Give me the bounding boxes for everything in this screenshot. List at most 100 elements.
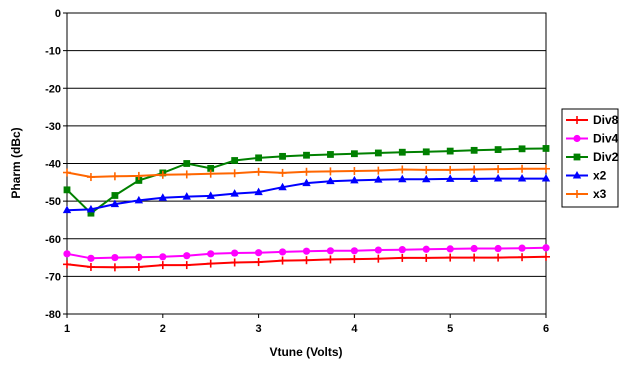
data-point [494, 146, 502, 153]
y-tick-label: -30 [45, 121, 61, 133]
data-point [398, 174, 407, 183]
data-point [541, 174, 551, 182]
data-point [494, 244, 502, 253]
data-point [302, 178, 311, 187]
data-point [87, 254, 95, 262]
data-point [182, 192, 191, 200]
data-point [374, 246, 382, 254]
data-point [207, 250, 215, 258]
data-point [206, 169, 215, 178]
data-point [518, 164, 527, 173]
series-x3 [63, 164, 550, 182]
data-point [326, 176, 335, 185]
legend-swatch-marker [573, 190, 581, 198]
data-point [542, 244, 550, 252]
legend-item-x3: x3 [566, 187, 607, 201]
data-point [86, 262, 95, 271]
data-point [86, 173, 95, 182]
data-point [135, 253, 143, 261]
data-point [350, 175, 359, 184]
data-point [63, 168, 71, 177]
data-point [302, 167, 311, 176]
data-point [542, 145, 550, 152]
data-point [470, 165, 479, 174]
data-point [469, 174, 479, 182]
data-point [63, 250, 71, 258]
data-point [159, 253, 167, 261]
legend-swatch-marker [572, 171, 582, 179]
data-point [398, 253, 407, 262]
data-point [398, 148, 406, 156]
data-point [62, 205, 72, 214]
data-point [134, 195, 144, 204]
data-point [470, 146, 478, 154]
legend-swatch-marker [573, 134, 581, 143]
data-point [111, 192, 119, 199]
data-point [254, 258, 263, 267]
y-tick-label: -50 [45, 196, 61, 208]
x-tick-label: 4 [351, 323, 358, 335]
data-point [255, 154, 262, 162]
legend: Div8 Div4 Div2 x2 x3 [561, 108, 619, 208]
data-point [350, 167, 359, 176]
legend-label: x3 [593, 187, 607, 201]
data-point [278, 168, 287, 177]
data-point [422, 245, 430, 253]
data-point [158, 193, 167, 201]
data-point [518, 244, 526, 252]
data-point [63, 186, 71, 194]
data-point [279, 152, 286, 160]
data-point [206, 191, 215, 199]
data-point [86, 204, 96, 213]
data-point [374, 149, 382, 157]
data-point [231, 249, 239, 257]
data-point [182, 170, 191, 179]
x-axis-title: Vtune (Volts) [269, 345, 342, 359]
x-axis: 1 2 3 4 5 6 [64, 314, 549, 335]
data-point [542, 252, 550, 261]
x-tick-label: 3 [256, 323, 262, 335]
data-point [518, 145, 526, 153]
y-tick-label: -40 [45, 159, 61, 171]
x-tick-label: 5 [447, 323, 453, 335]
y-tick-label: -10 [45, 46, 61, 58]
data-point [422, 148, 430, 156]
data-point [230, 258, 239, 267]
y-axis-title: Pharm (dBc) [9, 127, 23, 198]
data-point [158, 261, 167, 270]
data-point [350, 255, 359, 264]
data-point [542, 164, 550, 173]
data-point [422, 165, 431, 174]
data-point [374, 175, 383, 183]
data-point [111, 253, 119, 262]
y-tick-label: -80 [45, 309, 61, 321]
y-tick-label: 0 [55, 8, 61, 20]
x-tick-label: 6 [543, 323, 549, 335]
data-point [278, 256, 287, 265]
x-tick-label: 2 [160, 323, 166, 335]
data-point [470, 253, 479, 262]
data-point [206, 259, 215, 268]
series-div8 [63, 252, 550, 272]
data-point [494, 253, 503, 262]
y-tick-label: -60 [45, 234, 61, 246]
data-point [303, 151, 310, 159]
legend-item-div4: Div4 [566, 132, 619, 146]
data-point [207, 164, 215, 172]
data-point [422, 174, 431, 183]
data-point [398, 246, 406, 254]
legend-label: Div8 [593, 113, 619, 127]
data-point [351, 150, 358, 158]
data-point [446, 165, 455, 174]
data-point [374, 254, 383, 263]
data-point [278, 182, 287, 191]
data-point [110, 263, 119, 272]
data-point [494, 165, 503, 174]
legend-label: Div2 [593, 150, 619, 164]
data-point [446, 147, 454, 155]
data-point [422, 253, 431, 262]
data-point [87, 209, 95, 217]
data-point [302, 256, 311, 265]
data-point [350, 247, 358, 255]
